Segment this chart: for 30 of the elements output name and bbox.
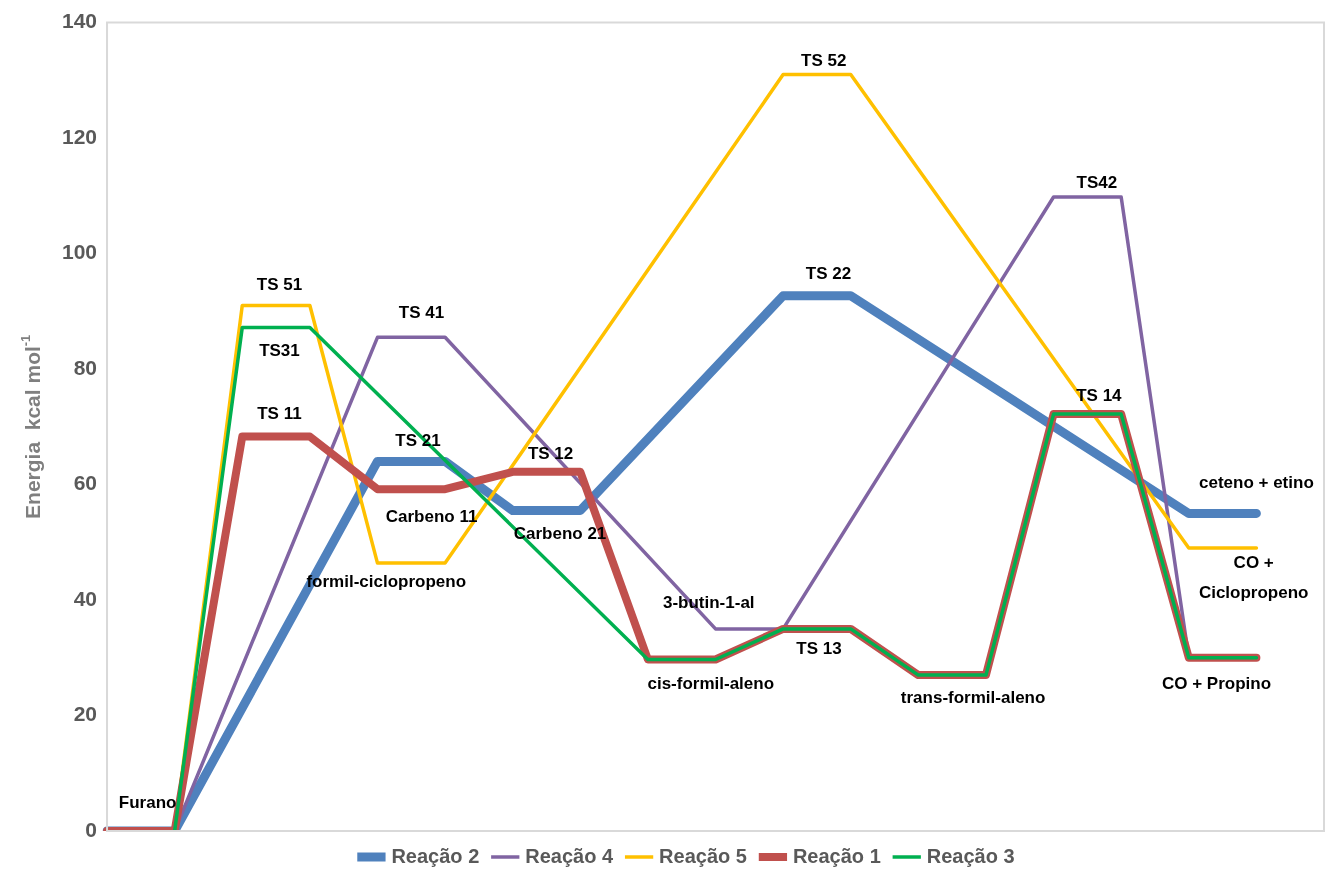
y-tick-label: 140 bbox=[61, 9, 98, 33]
annotation: TS 52 bbox=[801, 51, 847, 71]
annotation: cis-formil-aleno bbox=[647, 674, 775, 694]
y-tick-label: 100 bbox=[61, 240, 98, 264]
legend-label: Reação 1 bbox=[792, 844, 881, 867]
annotation: ceteno + etino bbox=[1199, 473, 1314, 493]
annotation: TS 22 bbox=[805, 264, 852, 284]
annotation: TS 12 bbox=[527, 443, 574, 463]
annotation: trans-formil-aleno bbox=[900, 687, 1046, 707]
annotation: CO + Propino bbox=[1161, 674, 1272, 694]
annotation: TS 13 bbox=[796, 638, 842, 658]
annotation: TS 51 bbox=[256, 275, 303, 295]
legend-label: Reação 2 bbox=[391, 844, 480, 867]
y-tick-label: 40 bbox=[73, 586, 98, 610]
y-tick-label: 120 bbox=[61, 124, 98, 148]
annotation: TS 41 bbox=[398, 302, 445, 322]
annotation: Furano bbox=[118, 792, 177, 812]
legend-label: Reação 4 bbox=[525, 844, 614, 867]
y-tick-label: 80 bbox=[73, 355, 98, 379]
annotation: CO + Ciclopropeno bbox=[1198, 552, 1309, 602]
annotation: TS 11 bbox=[257, 404, 302, 424]
legend-label: Reação 5 bbox=[659, 844, 747, 867]
annotation: Carbeno 11 bbox=[385, 506, 478, 526]
y-tick-label: 60 bbox=[73, 471, 98, 495]
legend-label: Reação 3 bbox=[926, 844, 1015, 867]
annotation: TS31 bbox=[259, 341, 300, 361]
y-axis-title: Energia kcal mol-1 bbox=[17, 334, 44, 519]
y-tick-label: 0 bbox=[85, 817, 98, 841]
annotation: TS42 bbox=[1076, 172, 1118, 192]
y-tick-label: 20 bbox=[73, 702, 98, 726]
